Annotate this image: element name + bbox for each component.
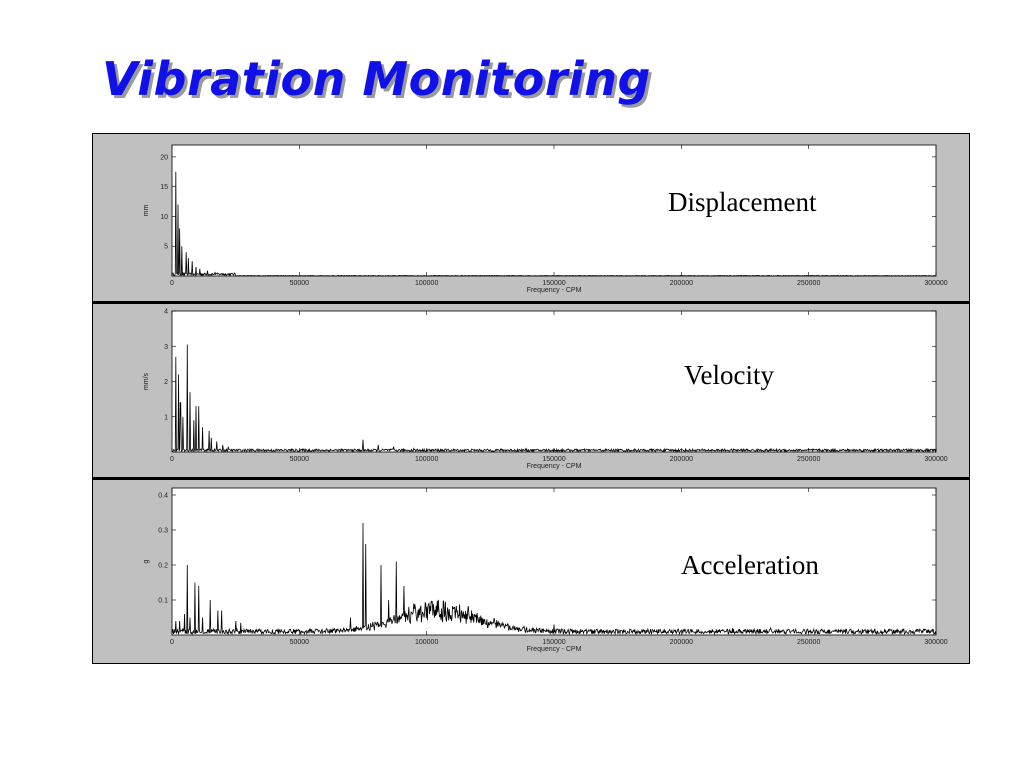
acceleration-panel: 0 50000 100000 150000 200000 250000 300000 0.1… (143, 487, 948, 653)
panel-separator-1 (92, 301, 970, 304)
y-tick-label: 10 (160, 214, 168, 221)
y-tick-label: 4 (164, 309, 168, 316)
x-tick-label: 200000 (670, 639, 693, 646)
y-axis-ticks: 1 2 3 4 (164, 309, 936, 421)
x-tick-label: 50000 (290, 280, 310, 287)
x-axis-label: Frequency - CPM (527, 287, 582, 294)
y-tick-label: 3 (164, 344, 168, 351)
x-tick-label: 50000 (290, 456, 310, 463)
x-axis-ticks: 0 50000 100000 150000 200000 250000 300000 (170, 488, 948, 646)
y-tick-label: 0.3 (158, 528, 168, 535)
y-tick-label: 2 (164, 379, 168, 386)
spectrum-svg: 0 50000 100000 150000 200000 250000 300000 510… (92, 133, 970, 664)
y-tick-label: 0.2 (158, 563, 168, 570)
x-tick-label: 300000 (924, 639, 947, 646)
x-tick-label: 150000 (542, 456, 565, 463)
y-axis-label: mm/s (143, 372, 150, 390)
plot-area (171, 144, 937, 277)
velocity-panel: 0 50000 100000 150000 200000 250000 300000 1 2 3… (143, 309, 948, 471)
y-tick-label: 0.4 (158, 493, 168, 500)
panel-separator-2 (92, 477, 970, 480)
x-tick-label: 50000 (290, 639, 310, 646)
x-tick-label: 150000 (542, 639, 565, 646)
y-tick-label: 20 (160, 154, 168, 161)
y-axis-label: g (143, 559, 150, 563)
x-axis-label: Frequency - CPM (527, 646, 582, 653)
slide-title: Vibration Monitoring (102, 52, 651, 106)
y-tick-label: 5 (164, 244, 168, 251)
x-tick-label: 150000 (542, 280, 565, 287)
x-tick-label: 0 (170, 456, 174, 463)
x-tick-label: 0 (170, 280, 174, 287)
spectrum-figure: 0 50000 100000 150000 200000 250000 300000 5 10… (92, 133, 970, 664)
x-tick-label: 250000 (797, 280, 820, 287)
y-tick-label: 0.1 (158, 598, 168, 605)
y-axis-label: mm (143, 205, 150, 217)
plot-area (171, 487, 937, 636)
x-tick-label: 250000 (797, 639, 820, 646)
y-tick-label: 15 (160, 184, 168, 191)
displacement-panel: 0 50000 100000 150000 200000 250000 300000 5 10… (143, 144, 948, 294)
x-axis-ticks: 0 50000 100000 150000 200000 250000 300000 (170, 145, 948, 287)
y-tick-label: 1 (164, 414, 168, 421)
x-axis-ticks: 0 50000 100000 150000 200000 250000 300000 (170, 311, 948, 463)
x-tick-label: 100000 (415, 639, 438, 646)
x-tick-label: 100000 (415, 280, 438, 287)
displacement-annotation: Displacement (668, 187, 817, 217)
plot-area (171, 310, 937, 453)
acceleration-annotation: Acceleration (681, 550, 819, 580)
x-tick-label: 250000 (797, 456, 820, 463)
x-tick-label: 100000 (415, 456, 438, 463)
x-tick-label: 200000 (670, 456, 693, 463)
x-tick-label: 300000 (924, 280, 947, 287)
y-axis-ticks: 0.1 0.2 0.3 0.4 (158, 493, 936, 605)
y-axis-ticks: 5 10 15 20 (160, 154, 936, 251)
velocity-annotation: Velocity (684, 360, 774, 390)
x-axis-label: Frequency - CPM (527, 463, 582, 470)
x-tick-label: 0 (170, 639, 174, 646)
x-tick-label: 200000 (670, 280, 693, 287)
x-tick-label: 300000 (924, 456, 947, 463)
